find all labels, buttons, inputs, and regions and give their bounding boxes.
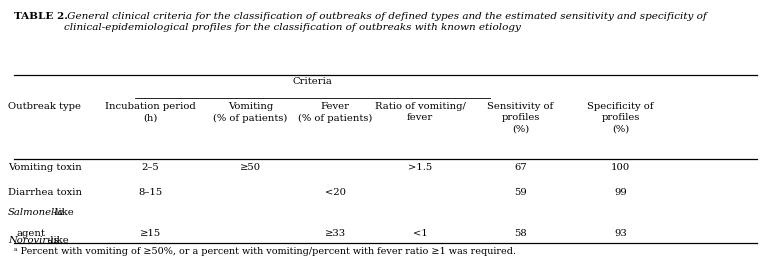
Text: General clinical criteria for the classification of outbreaks of defined types a: General clinical criteria for the classi… [64, 12, 707, 32]
Text: 58: 58 [514, 229, 527, 238]
Text: -like: -like [52, 208, 74, 217]
Text: Criteria: Criteria [292, 77, 332, 86]
Text: Vomiting toxin: Vomiting toxin [8, 163, 82, 172]
Text: Norovirus: Norovirus [8, 236, 59, 245]
Text: Diarrhea toxin: Diarrhea toxin [8, 188, 82, 197]
Text: 100: 100 [611, 163, 630, 172]
Text: >1.5: >1.5 [408, 163, 433, 172]
Text: TABLE 2.: TABLE 2. [14, 12, 68, 21]
Text: ≥50: ≥50 [240, 163, 261, 172]
Text: Incubation period
(h): Incubation period (h) [105, 102, 196, 123]
Text: 99: 99 [614, 188, 627, 197]
Text: agent: agent [17, 229, 45, 238]
Text: <1: <1 [412, 229, 428, 238]
Text: 8–15: 8–15 [138, 188, 163, 197]
Text: Sensitivity of
profiles
(%): Sensitivity of profiles (%) [487, 102, 554, 134]
Text: ≥15: ≥15 [140, 229, 161, 238]
Text: Ratio of vomiting/
fever: Ratio of vomiting/ fever [375, 102, 466, 123]
Text: ≥33: ≥33 [325, 229, 346, 238]
Text: ᵃ Percent with vomiting of ≥50%, or a percent with vomiting/percent with fever r: ᵃ Percent with vomiting of ≥50%, or a pe… [14, 247, 516, 256]
Text: Salmonella: Salmonella [8, 208, 64, 217]
Text: 93: 93 [614, 229, 627, 238]
Text: Specificity of
profiles
(%): Specificity of profiles (%) [588, 102, 654, 134]
Text: <20: <20 [325, 188, 346, 197]
Text: Fever
(% of patients): Fever (% of patients) [298, 102, 372, 123]
Text: 59: 59 [514, 188, 527, 197]
Text: Vomiting
(% of patients): Vomiting (% of patients) [214, 102, 288, 123]
Text: Outbreak type: Outbreak type [8, 102, 81, 111]
Text: 2–5: 2–5 [141, 163, 160, 172]
Text: 67: 67 [514, 163, 527, 172]
Text: -like: -like [48, 236, 69, 245]
